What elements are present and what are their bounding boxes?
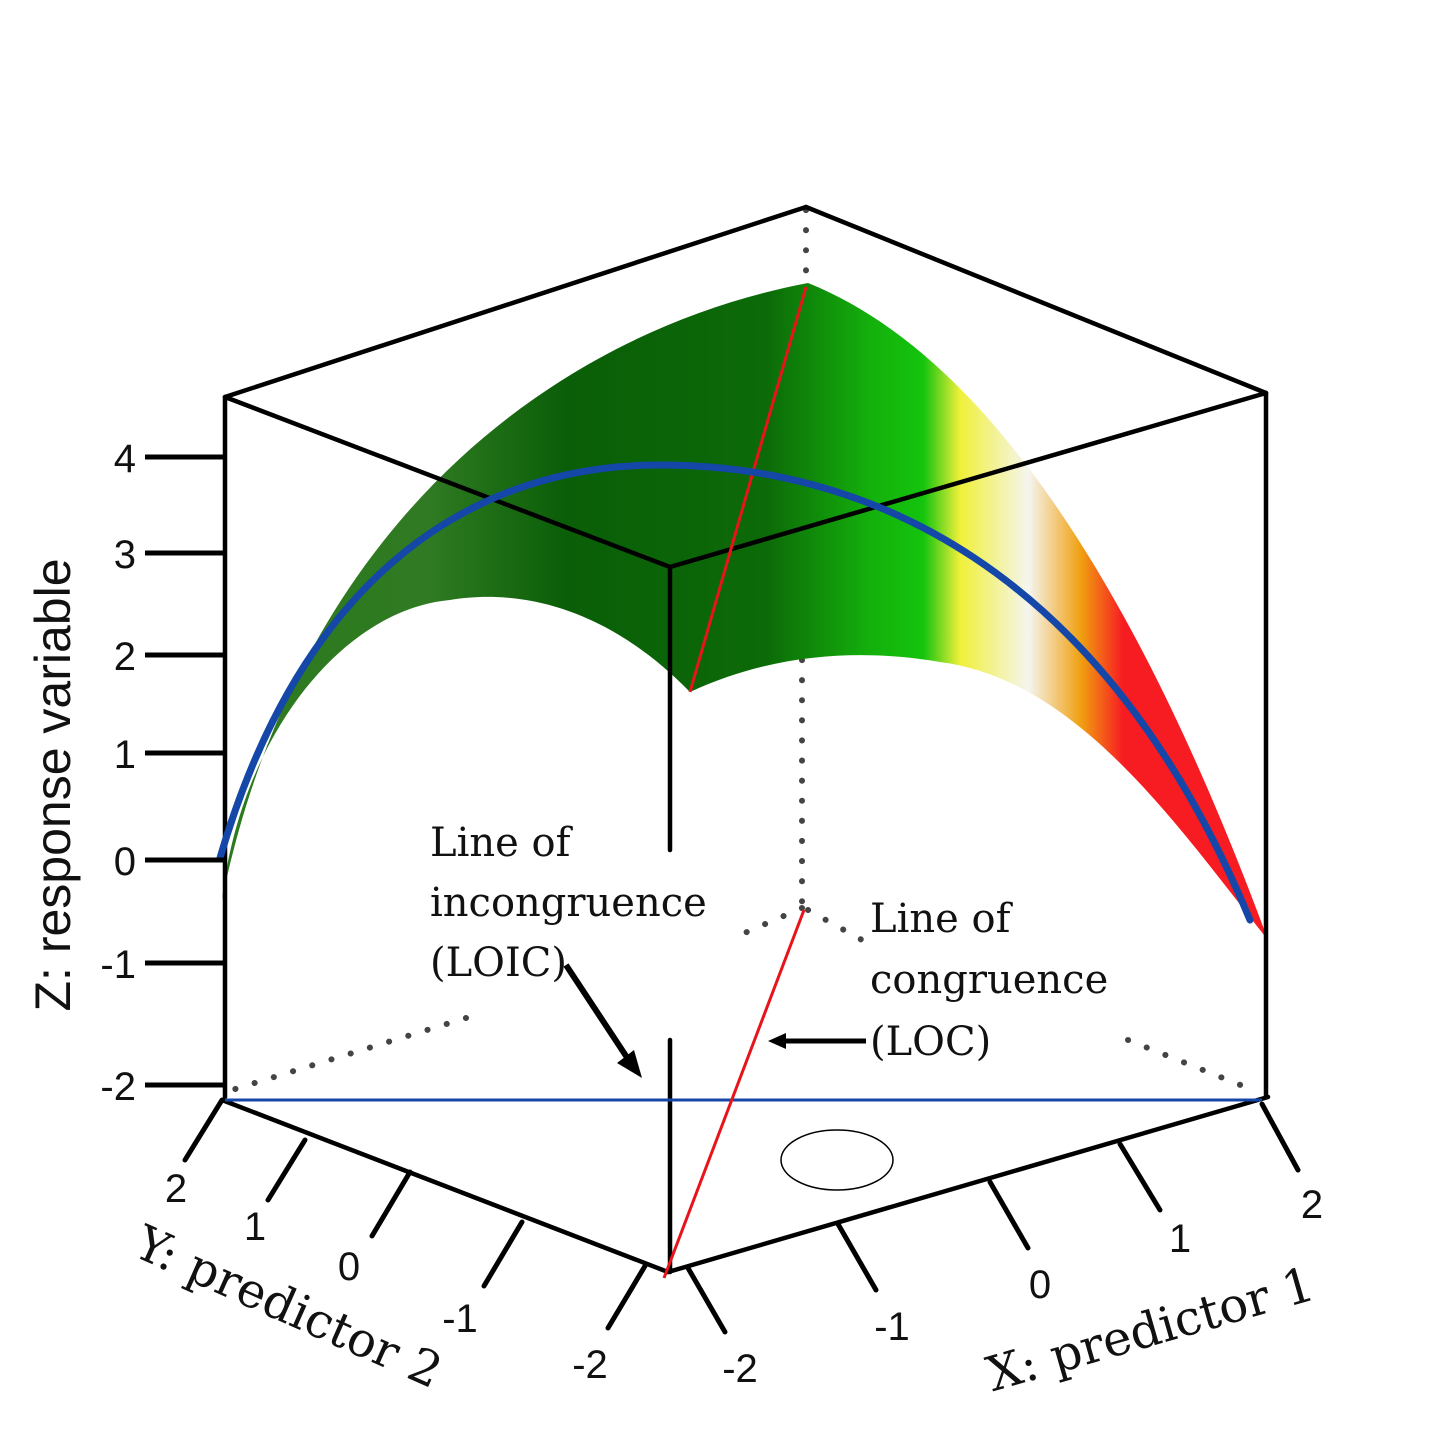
back-frame-dotted <box>229 207 1261 1095</box>
loic-label-line1: Line of <box>430 820 574 866</box>
y-axis-ticks <box>182 1097 648 1331</box>
loc-label-line3: (LOC) <box>870 1019 991 1065</box>
z-axis-ticks <box>145 454 225 1088</box>
x-tick-2: 2 <box>1301 1183 1323 1227</box>
loc-annotation: Line of congruence (LOC) <box>768 896 1108 1065</box>
loc-label-line2: congruence <box>870 957 1108 1003</box>
y-axis-title: Y: predictor 2 <box>126 1214 450 1399</box>
loic-label-line2: incongruence <box>430 880 707 926</box>
loc-line-surface <box>688 286 808 693</box>
loic-arrow-head <box>617 1050 642 1078</box>
x-tick-1: 1 <box>1169 1217 1191 1261</box>
loic-curve <box>216 461 1254 924</box>
y-tick-0: 0 <box>338 1245 360 1289</box>
x-axis-ticks <box>685 1101 1301 1335</box>
y-axis-tick-labels: 2 1 0 -1 -2 <box>165 1167 608 1387</box>
z-tick-minus1: -1 <box>100 943 136 987</box>
y-tick-minus2: -2 <box>572 1343 608 1387</box>
y-tick-2: 2 <box>165 1167 187 1211</box>
loic-annotation: Line of incongruence (LOIC) <box>430 820 707 1078</box>
z-tick-4: 4 <box>114 437 136 481</box>
x-tick-minus2: -2 <box>722 1347 758 1391</box>
z-tick-2: 2 <box>114 635 136 679</box>
loic-label-line3: (LOIC) <box>430 940 567 986</box>
z-axis-tick-labels: 4 3 2 1 0 -1 -2 <box>100 437 136 1109</box>
loc-label-line1: Line of <box>870 896 1014 942</box>
response-surface <box>222 283 1268 940</box>
z-tick-3: 3 <box>114 533 136 577</box>
x-tick-0: 0 <box>1029 1263 1051 1307</box>
z-axis-title: Z: response variable <box>25 558 81 1011</box>
y-tick-minus1: -1 <box>442 1297 478 1341</box>
z-tick-minus2: -2 <box>100 1065 136 1109</box>
x-axis-tick-labels: -2 -1 0 1 2 <box>722 1183 1323 1391</box>
loc-arrow-head <box>768 1033 786 1049</box>
z-tick-1: 1 <box>114 733 136 777</box>
floor-ellipse <box>780 1129 894 1191</box>
loic-arrow-shaft <box>563 963 633 1064</box>
z-tick-0: 0 <box>114 840 136 884</box>
loc-line-floor <box>662 909 806 1279</box>
cube-frame <box>219 204 1271 1275</box>
x-tick-minus1: -1 <box>874 1305 910 1349</box>
y-tick-1: 1 <box>244 1205 266 1249</box>
